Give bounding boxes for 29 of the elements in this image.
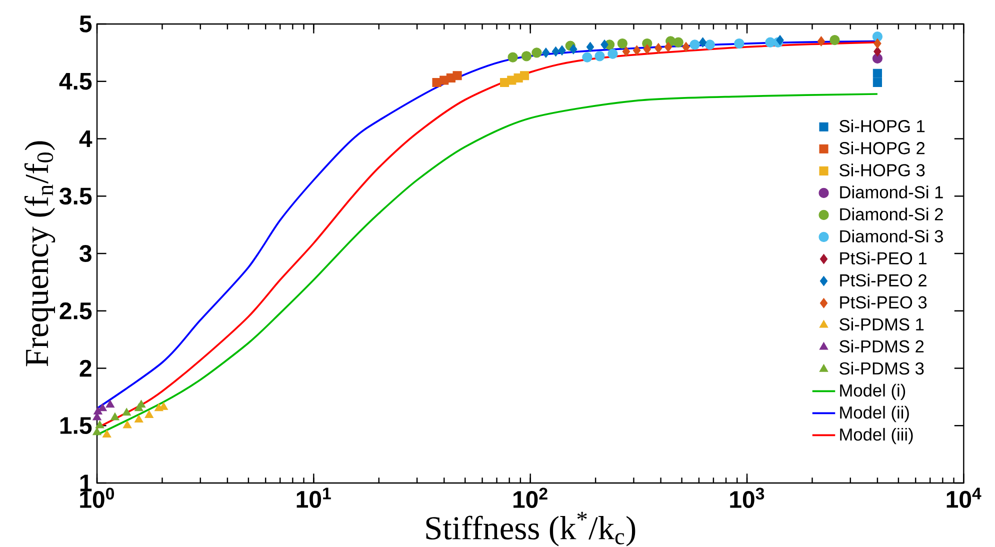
legend-label: PtSi-PEO 1 — [840, 252, 927, 264]
x-tick-label: 10$^{1}$ — [296, 488, 331, 508]
x-axis-title: Stiffness (k$^{*}$/k$_{c}$) — [426, 512, 636, 546]
legend-label: Si-HOPG 3 — [840, 164, 925, 176]
legend-label: Model (iii) — [840, 428, 913, 444]
x-tick-label: 10$^{2}$ — [513, 488, 548, 508]
x-tick-label: 10$^{3}$ — [730, 488, 764, 508]
legend-label: Diamond-Si 1 — [840, 186, 943, 198]
legend-label: Diamond-Si 3 — [840, 230, 943, 242]
legend-label: Si-PDMS 2 — [840, 340, 924, 353]
y-tick-label: 3 — [79, 244, 92, 262]
y-tick-label: 2.5 — [60, 302, 92, 320]
legend-label: Si-HOPG 1 — [840, 120, 925, 132]
y-tick-label: 3.5 — [59, 188, 92, 205]
y-tick-label: 5 — [80, 16, 92, 32]
legend-label: PtSi-PEO 3 — [840, 296, 927, 309]
legend-label: Si-HOPG 2 — [840, 142, 925, 154]
y-tick-label: 4 — [79, 130, 92, 148]
legend-label: Diamond-Si 2 — [840, 208, 943, 220]
x-tick-label: 10$^{4}$ — [946, 488, 982, 508]
legend-label: Si-PDMS 1 — [840, 318, 924, 331]
y-tick-label: 4.5 — [59, 73, 92, 90]
y-axis-title: Frequency (f$_{n}$/f$_{0}$) — [24, 141, 56, 366]
legend-label: PtSi-PEO 2 — [840, 274, 926, 286]
y-tick-label: 2 — [80, 360, 92, 377]
legend-label: Model (i) — [840, 384, 906, 400]
y-tick-label: 1.5 — [60, 417, 92, 434]
legend-label: Si-PDMS 3 — [840, 362, 924, 375]
legend-label: Model (ii) — [840, 406, 909, 422]
